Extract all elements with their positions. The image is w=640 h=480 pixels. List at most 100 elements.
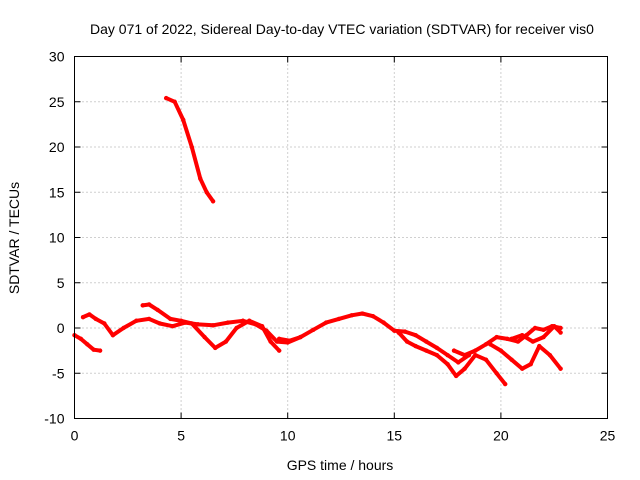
chart-title: Day 071 of 2022, Sidereal Day-to-day VTE… [90, 21, 594, 37]
data-point [552, 323, 557, 329]
data-point [509, 357, 514, 362]
y-tick-label: -5 [52, 365, 65, 381]
data-point [311, 327, 316, 333]
data-point [381, 320, 386, 325]
data-point [424, 339, 429, 344]
data-point [498, 348, 504, 353]
y-tick-label: 15 [49, 184, 65, 200]
data-point [157, 321, 162, 326]
series-arc-c [140, 302, 282, 353]
data-point [168, 316, 173, 322]
data-point [189, 321, 194, 326]
data-point [287, 338, 293, 343]
data-point [336, 316, 342, 322]
data-point [547, 352, 553, 358]
data-point [170, 323, 175, 329]
data-point [178, 318, 184, 323]
y-axis-label: SDTVAR / TECUs [6, 182, 22, 294]
y-tick-label: 20 [49, 139, 65, 155]
data-point [87, 312, 92, 317]
data-point [202, 334, 207, 340]
data-point [473, 352, 478, 358]
data-point [558, 366, 563, 371]
data-point [541, 334, 546, 340]
data-point [509, 336, 514, 342]
data-point [473, 348, 478, 353]
data-point [451, 348, 457, 353]
data-point [163, 95, 169, 101]
series-arc-g [488, 342, 563, 371]
data-point [396, 330, 401, 335]
data-point [155, 307, 160, 313]
data-point [456, 360, 461, 365]
data-point [97, 348, 103, 353]
data-point [85, 342, 90, 347]
data-point [78, 336, 84, 342]
data-point [413, 333, 418, 338]
data-point [276, 348, 282, 353]
data-point [537, 343, 542, 349]
data-point [204, 190, 209, 195]
data-point [198, 176, 203, 181]
series-arc-high [164, 96, 216, 204]
data-point [392, 328, 397, 333]
data-point [445, 352, 450, 358]
data-point [223, 339, 229, 344]
data-point [558, 330, 563, 335]
x-tick-label: 0 [71, 428, 79, 444]
y-tick-label: 10 [49, 230, 65, 246]
data-point [402, 329, 408, 334]
data-point [268, 339, 273, 344]
data-point [494, 371, 499, 376]
grid-layer [74, 56, 608, 419]
data-point [483, 357, 489, 362]
data-point [424, 348, 429, 353]
data-point [276, 336, 282, 342]
data-point [462, 366, 467, 371]
series-arc-d [277, 311, 471, 365]
y-tick-label: 25 [49, 94, 65, 110]
data-point [520, 333, 525, 338]
x-tick-label: 20 [493, 428, 509, 444]
data-point [445, 362, 450, 367]
y-tick-label: 0 [57, 320, 65, 336]
data-point [225, 320, 231, 325]
data-point [404, 339, 410, 344]
x-tick-label: 15 [387, 428, 403, 444]
x-tick-label: 5 [177, 428, 185, 444]
x-tick-label: 10 [280, 428, 296, 444]
series-layer [72, 95, 563, 387]
data-point [80, 314, 86, 320]
data-point [259, 323, 265, 329]
data-point [181, 117, 186, 123]
data-point [413, 343, 418, 349]
data-point [210, 323, 216, 328]
data-point [140, 303, 145, 308]
data-point [210, 199, 216, 204]
data-point [93, 316, 99, 322]
x-axis-label: GPS time / hours [287, 457, 394, 473]
data-point [121, 325, 126, 331]
data-point [146, 302, 152, 307]
data-point [370, 314, 376, 319]
data-point [434, 352, 440, 358]
data-point [110, 333, 116, 338]
data-point [520, 366, 525, 371]
data-point [434, 345, 440, 351]
tick-layer: 0 5 10 15 20 25 -10 -5 0 5 10 15 20 25 30 [44, 49, 615, 444]
data-point [530, 339, 536, 344]
data-point [488, 342, 493, 347]
data-point [102, 321, 107, 326]
data-point [502, 381, 508, 387]
data-point [515, 339, 521, 344]
data-point [483, 342, 489, 347]
data-point [189, 144, 194, 150]
data-point [494, 334, 499, 340]
data-point [146, 316, 152, 322]
data-point [541, 327, 546, 333]
data-point [298, 334, 303, 340]
data-point [349, 313, 354, 318]
plot-frame [74, 56, 608, 419]
data-point [360, 311, 365, 316]
